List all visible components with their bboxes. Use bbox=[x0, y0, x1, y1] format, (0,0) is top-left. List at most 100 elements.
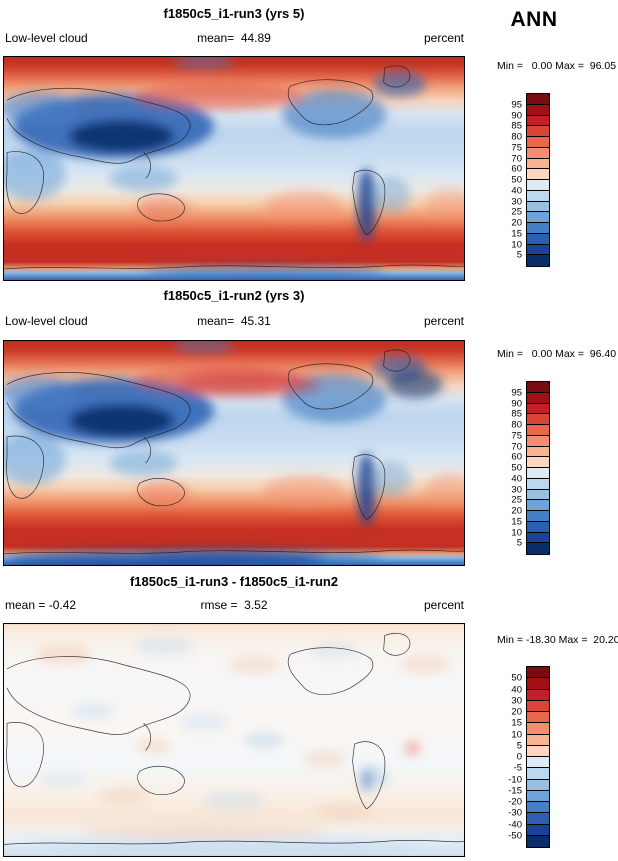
panel2-colorbar-tick-labels: 95 90 85 80 75 70 60 50 40 30 25 20 15 10 5 bbox=[500, 381, 526, 555]
colorbar-box bbox=[527, 223, 549, 234]
colorbar-tick-label: 60 bbox=[511, 451, 522, 463]
colorbar-box bbox=[527, 446, 549, 458]
colorbar-tick-label: 5 bbox=[516, 740, 522, 751]
colorbar-box bbox=[527, 745, 549, 757]
colorbar-box bbox=[527, 435, 549, 447]
colorbar-box bbox=[527, 382, 549, 393]
panel3-mean-label: mean = -0.42 bbox=[5, 598, 77, 612]
colorbar-box bbox=[527, 201, 549, 213]
colorbar-box bbox=[527, 532, 549, 544]
colorbar-box bbox=[527, 712, 549, 724]
colorbar-box bbox=[527, 255, 549, 266]
colorbar-box bbox=[527, 212, 549, 223]
colorbar-tick-label: 10 bbox=[511, 728, 522, 740]
map-diff-canvas bbox=[3, 623, 465, 857]
panel1-variable-label: Low-level cloud bbox=[5, 31, 88, 45]
season-label: ANN bbox=[510, 8, 558, 31]
panel1-colorbar-scale bbox=[526, 93, 550, 267]
colorbar-tick-label: -30 bbox=[508, 807, 522, 819]
colorbar-tick-label: 15 bbox=[511, 717, 522, 729]
panel2-title: f1850c5_i1-run2 (yrs 3) bbox=[163, 288, 305, 303]
colorbar-box bbox=[527, 521, 549, 533]
panel2-colorbar: 95 90 85 80 75 70 60 50 40 30 25 20 15 10 5 bbox=[500, 381, 550, 555]
colorbar-tick-label: 5 bbox=[516, 537, 522, 549]
colorbar-box bbox=[527, 414, 549, 425]
map-run2 bbox=[3, 340, 465, 566]
colorbar-tick-label: 30 bbox=[511, 695, 522, 706]
colorbar-tick-label: 50 bbox=[511, 174, 522, 186]
colorbar-tick-label: 90 bbox=[511, 109, 522, 121]
colorbar-box bbox=[527, 700, 549, 712]
colorbar-tick-label: -5 bbox=[513, 762, 522, 774]
colorbar-tick-label: 15 bbox=[511, 516, 522, 527]
colorbar-box bbox=[527, 757, 549, 769]
colorbar-tick-label: 30 bbox=[511, 483, 522, 495]
colorbar-tick-label: 80 bbox=[511, 131, 522, 143]
colorbar-tick-label: 30 bbox=[511, 195, 522, 207]
colorbar-box bbox=[527, 824, 549, 836]
panel1-mean-label: mean= 44.89 bbox=[197, 31, 271, 45]
colorbar-tick-label: 70 bbox=[511, 440, 522, 452]
colorbar-tick-label: -20 bbox=[508, 796, 522, 808]
panel2-header-row: Low-level cloud mean= 45.31 percent bbox=[3, 314, 465, 328]
colorbar-tick-label: 20 bbox=[511, 217, 522, 229]
map-diff bbox=[3, 623, 465, 857]
colorbar-tick-label: 50 bbox=[511, 462, 522, 474]
colorbar-box bbox=[527, 126, 549, 137]
colorbar-tick-label: 80 bbox=[511, 419, 522, 431]
colorbar-tick-label: 50 bbox=[511, 672, 522, 684]
colorbar-box bbox=[527, 723, 549, 735]
colorbar-box bbox=[527, 137, 549, 148]
colorbar-box bbox=[527, 813, 549, 825]
colorbar-box bbox=[527, 489, 549, 501]
panel3-units-label: percent bbox=[423, 598, 464, 612]
colorbar-tick-label: 60 bbox=[511, 163, 522, 175]
colorbar-box bbox=[527, 478, 549, 490]
colorbar-tick-label: 40 bbox=[511, 185, 522, 196]
colorbar-tick-label: 70 bbox=[511, 152, 522, 164]
panel3-minmax-label: Min = -18.30 Max = 20.20 bbox=[497, 634, 618, 646]
colorbar-tick-label: 75 bbox=[511, 430, 522, 441]
colorbar-box bbox=[527, 790, 549, 802]
colorbar-box bbox=[527, 233, 549, 245]
colorbar-tick-label: 90 bbox=[511, 397, 522, 409]
panel1-colorbar: 95 90 85 80 75 70 60 50 40 30 25 20 15 10 5 bbox=[500, 93, 550, 267]
colorbar-box bbox=[527, 543, 549, 554]
panel2-units-label: percent bbox=[423, 314, 464, 328]
colorbar-tick-label: 15 bbox=[511, 228, 522, 239]
colorbar-box bbox=[527, 392, 549, 404]
panel3-rmse-label: rmse = 3.52 bbox=[200, 598, 268, 612]
colorbar-box bbox=[527, 768, 549, 780]
colorbar-box bbox=[527, 180, 549, 191]
panel1-colorbar-tick-labels: 95 90 85 80 75 70 60 50 40 30 25 20 15 10 5 bbox=[500, 93, 526, 267]
panel3-header-row: mean = -0.42 rmse = 3.52 percent bbox=[3, 598, 465, 612]
map-run3 bbox=[3, 56, 465, 281]
colorbar-box bbox=[527, 500, 549, 511]
panel1-minmax-label: Min = 0.00 Max = 96.05 bbox=[497, 60, 617, 72]
colorbar-box bbox=[527, 94, 549, 105]
map-run3-canvas bbox=[3, 56, 465, 281]
colorbar-box bbox=[527, 835, 549, 847]
colorbar-tick-label: 95 bbox=[511, 387, 522, 398]
panel1-header-row: Low-level cloud mean= 44.89 percent bbox=[3, 31, 465, 45]
colorbar-box bbox=[527, 244, 549, 256]
colorbar-tick-label: 25 bbox=[511, 494, 522, 506]
colorbar-box bbox=[527, 667, 549, 679]
colorbar-box bbox=[527, 158, 549, 170]
colorbar-tick-label: 25 bbox=[511, 206, 522, 218]
map-run2-canvas bbox=[3, 340, 465, 566]
colorbar-box bbox=[527, 190, 549, 202]
colorbar-tick-label: 40 bbox=[511, 683, 522, 695]
colorbar-tick-label: 85 bbox=[511, 408, 522, 420]
colorbar-box bbox=[527, 104, 549, 116]
panel2-colorbar-scale bbox=[526, 381, 550, 555]
panel2-mean-label: mean= 45.31 bbox=[197, 314, 271, 328]
colorbar-tick-label: 10 bbox=[511, 526, 522, 538]
panel1-units-label: percent bbox=[423, 31, 464, 45]
colorbar-box bbox=[527, 689, 549, 701]
colorbar-box bbox=[527, 802, 549, 814]
colorbar-tick-label: -10 bbox=[508, 773, 522, 785]
colorbar-box bbox=[527, 678, 549, 690]
panel2-variable-label: Low-level cloud bbox=[5, 314, 88, 328]
